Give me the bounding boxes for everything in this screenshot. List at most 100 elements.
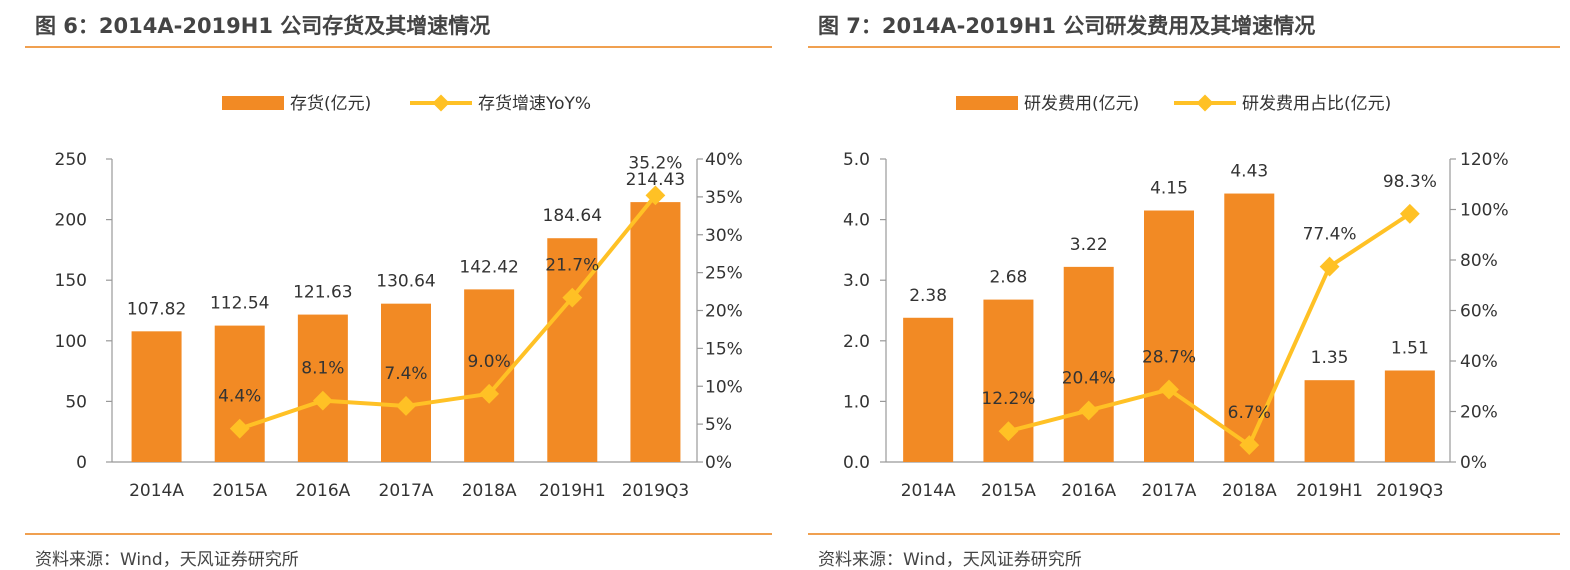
left-axis-tick-label: 0 bbox=[76, 453, 87, 473]
x-axis-tick-label: 2018A bbox=[1222, 481, 1277, 501]
line-point bbox=[1239, 435, 1260, 455]
line-value-label: 9.0% bbox=[468, 352, 511, 372]
bar-value-label: 142.42 bbox=[459, 257, 518, 277]
line-value-label: 7.4% bbox=[384, 364, 427, 384]
legend: 研发费用(亿元) 研发费用占比(亿元) bbox=[956, 94, 1391, 114]
line-point bbox=[396, 396, 416, 416]
bar-value-label: 2.68 bbox=[989, 268, 1027, 288]
line-point bbox=[229, 418, 250, 439]
left-axis-tick-label: 150 bbox=[55, 271, 87, 291]
bar-value-label: 4.43 bbox=[1230, 162, 1268, 182]
series-line bbox=[1007, 212, 1411, 448]
bar-value-label: 121.63 bbox=[293, 283, 352, 303]
right-axis-tick-label: 10% bbox=[705, 377, 743, 397]
x-axis-tick-label: 2019Q3 bbox=[1376, 481, 1443, 501]
bar bbox=[214, 325, 265, 462]
bar bbox=[297, 314, 348, 462]
source-note: 资料来源：Wind，天风证券研究所 bbox=[35, 550, 299, 570]
right-axis-tick-label: 20% bbox=[1460, 403, 1498, 423]
line-value-label: 98.3% bbox=[1383, 172, 1437, 192]
rd-expense-chart: 研发费用(亿元) 研发费用占比(亿元) 0.0 1.0 2.0 3.0 4.0 5.0 0% 20… bbox=[843, 94, 1509, 501]
legend-bar-label: 研发费用(亿元) bbox=[1024, 94, 1139, 114]
line-value-label: 21.7% bbox=[545, 256, 599, 276]
bar bbox=[1384, 370, 1435, 462]
legend-line-label: 研发费用占比(亿元) bbox=[1242, 94, 1391, 114]
left-axis-tick-label: 3.0 bbox=[843, 271, 870, 291]
inventory-chart: 存货(亿元) 存货增速YoY% 0 50 100 150 200 250 0% 5% 10% 15% 2… bbox=[55, 94, 743, 501]
line-point bbox=[1078, 400, 1099, 421]
source-note: 资料来源：Wind，天风证券研究所 bbox=[818, 550, 1082, 570]
bar bbox=[1063, 266, 1114, 462]
legend-line-marker bbox=[432, 94, 450, 112]
bar-value-label: 112.54 bbox=[210, 294, 269, 314]
bar bbox=[903, 317, 954, 462]
legend: 存货(亿元) 存货增速YoY% bbox=[222, 94, 591, 114]
left-axis-tick-label: 250 bbox=[55, 150, 87, 170]
x-axis-tick-label: 2019H1 bbox=[1296, 481, 1363, 501]
bar bbox=[1304, 380, 1355, 462]
line-value-label: 35.2% bbox=[628, 153, 682, 173]
bar-value-label: 130.64 bbox=[376, 272, 435, 292]
left-axis-tick-label: 4.0 bbox=[843, 211, 870, 231]
left-axis-tick-label: 100 bbox=[55, 332, 87, 352]
x-axis-tick-label: 2014A bbox=[129, 481, 184, 501]
x-axis-tick-label: 2017A bbox=[379, 481, 434, 501]
left-axis-tick-label: 1.0 bbox=[843, 392, 870, 412]
line-point bbox=[562, 287, 583, 308]
left-axis-tick-label: 2.0 bbox=[843, 332, 870, 352]
x-axis-tick-label: 2017A bbox=[1142, 481, 1197, 501]
right-axis-tick-label: 20% bbox=[705, 302, 743, 322]
line-value-label: 20.4% bbox=[1062, 368, 1116, 388]
right-axis-tick-label: 0% bbox=[705, 453, 732, 473]
x-axis-tick-label: 2019Q3 bbox=[622, 481, 689, 501]
bar bbox=[381, 303, 431, 462]
bar-value-label: 3.22 bbox=[1070, 235, 1108, 255]
line-point bbox=[1319, 256, 1340, 277]
x-axis-tick-label: 2016A bbox=[295, 481, 350, 501]
figure-title: 图 7：2014A-2019H1 公司研发费用及其增速情况 bbox=[818, 14, 1316, 38]
bar bbox=[131, 331, 182, 462]
right-axis-tick-label: 120% bbox=[1460, 150, 1509, 170]
bar bbox=[1144, 210, 1194, 462]
legend-line-marker bbox=[1196, 94, 1214, 112]
right-axis-tick-label: 40% bbox=[705, 150, 743, 170]
right-axis-tick-label: 0% bbox=[1460, 453, 1487, 473]
bar-value-label: 2.38 bbox=[909, 286, 947, 306]
legend-bar-label: 存货(亿元) bbox=[290, 94, 371, 114]
left-axis-tick-label: 0.0 bbox=[843, 453, 870, 473]
left-axis-tick-label: 200 bbox=[55, 211, 87, 231]
figure-6-panel: 图 6：2014A-2019H1 公司存货及其增速情况 存货(亿元) 存货增速Yo… bbox=[25, 0, 772, 570]
right-axis-tick-label: 35% bbox=[705, 188, 743, 208]
right-axis-tick-label: 15% bbox=[705, 339, 743, 359]
legend-bar-swatch bbox=[222, 96, 284, 110]
x-axis-tick-label: 2014A bbox=[901, 481, 956, 501]
x-axis-tick-label: 2018A bbox=[462, 481, 517, 501]
footer-divider bbox=[808, 533, 1560, 535]
legend-line-label: 存货增速YoY% bbox=[478, 94, 591, 114]
line-point bbox=[1159, 379, 1179, 400]
x-axis-tick-label: 2015A bbox=[212, 481, 267, 501]
line-point bbox=[998, 421, 1019, 442]
x-axis-tick-label: 2019H1 bbox=[539, 481, 606, 501]
right-axis-tick-label: 25% bbox=[705, 264, 743, 284]
line-point bbox=[479, 383, 500, 404]
line-point bbox=[312, 390, 333, 411]
right-axis-tick-label: 80% bbox=[1460, 251, 1498, 271]
right-axis-tick-label: 40% bbox=[1460, 352, 1498, 372]
bar bbox=[630, 202, 681, 462]
figure-7-panel: 图 7：2014A-2019H1 公司研发费用及其增速情况 研发费用(亿元) 研发… bbox=[808, 0, 1560, 570]
line-value-label: 6.7% bbox=[1228, 403, 1271, 423]
x-axis-tick-label: 2015A bbox=[981, 481, 1036, 501]
left-axis-tick-label: 50 bbox=[65, 392, 87, 412]
right-axis-tick-label: 5% bbox=[705, 415, 732, 435]
title-divider bbox=[25, 46, 772, 48]
right-axis-tick-label: 30% bbox=[705, 226, 743, 246]
bar-value-label: 184.64 bbox=[543, 206, 602, 226]
line-value-label: 12.2% bbox=[981, 389, 1035, 409]
bar-value-label: 1.35 bbox=[1311, 348, 1349, 368]
right-axis-tick-label: 100% bbox=[1460, 201, 1509, 221]
line-value-label: 8.1% bbox=[301, 359, 344, 379]
bar bbox=[1224, 193, 1275, 463]
figure-title: 图 6：2014A-2019H1 公司存货及其增速情况 bbox=[35, 14, 491, 38]
line-value-label: 28.7% bbox=[1142, 348, 1196, 368]
